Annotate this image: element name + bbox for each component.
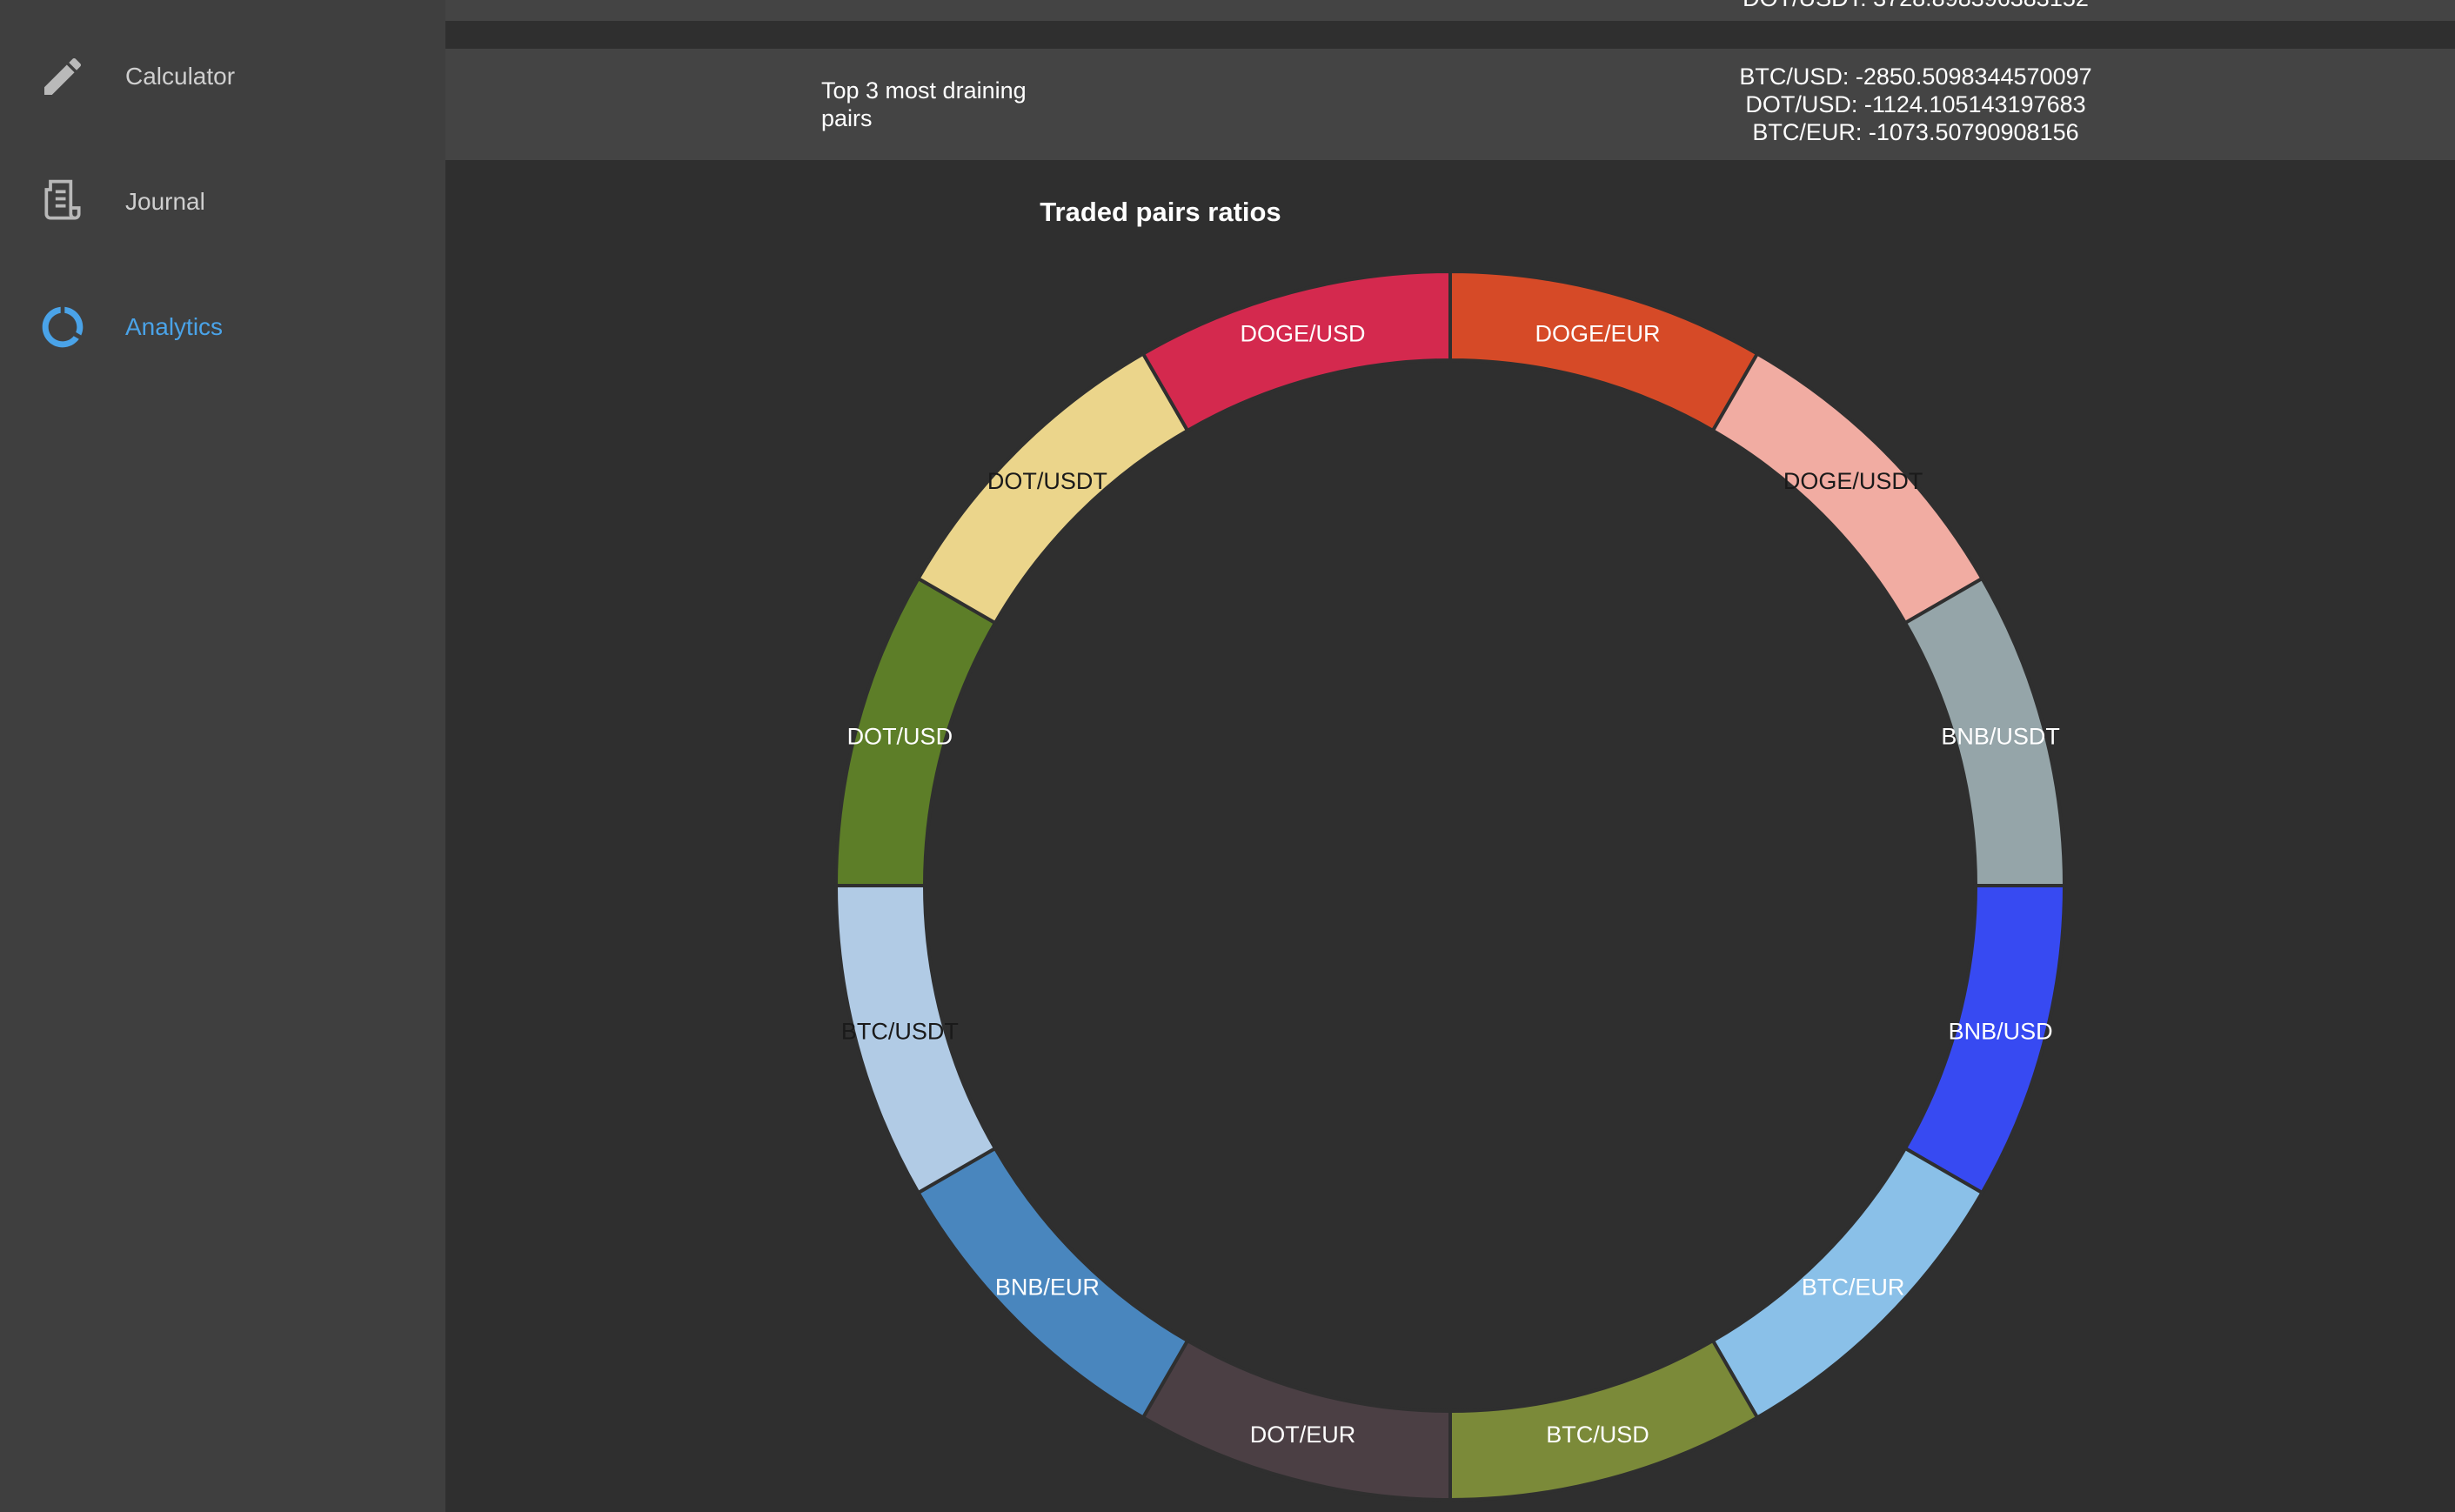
slice-label: BTC/USD	[1546, 1422, 1649, 1448]
top3-value: DOT/USD: -1124.105143197683	[1745, 91, 2086, 117]
top3-value: BTC/EUR: -1073.50790908156	[1752, 119, 2079, 145]
slice-label: BNB/USDT	[1941, 724, 2060, 750]
receipt-icon	[44, 179, 81, 220]
traded-pairs-donut-chart: DOGE/EUR DOGE/USDT BNB/USDT BNB/USD BTC/EUR B…	[833, 269, 2067, 1502]
slice-label: DOGE/EUR	[1535, 320, 1661, 346]
slice-label: DOGE/USDT	[1783, 468, 1923, 494]
sidebar-item-label: Analytics	[125, 313, 224, 340]
top3-values: BTC/USD: -2850.5098344570097 DOT/USD: -1…	[1707, 63, 2124, 146]
pie-slice-btc-usd[interactable]	[1448, 1338, 1760, 1502]
slice-label: DOT/EUR	[1250, 1422, 1356, 1448]
slice-label: BTC/USDT	[841, 1019, 959, 1045]
table-row-top3-draining: Top 3 most draining pairs BTC/USD: -2850…	[445, 49, 2455, 160]
previous-row-value: DOT/USDT: 3728.898396383152	[1707, 0, 2124, 12]
top3-value: BTC/USD: -2850.5098344570097	[1739, 64, 2092, 90]
donut-icon	[42, 306, 84, 348]
slice-label: BTC/EUR	[1802, 1274, 1905, 1300]
pie-slice-dot-eur[interactable]	[1141, 1338, 1452, 1502]
slice-label: DOT/USD	[847, 724, 953, 750]
slice-label: DOGE/USD	[1240, 320, 1365, 346]
sidebar-item-journal[interactable]: Journal	[0, 158, 445, 245]
analytics-panel: DOT/USDT: 3728.898396383152 Top 3 most d…	[445, 0, 2455, 1512]
sidebar-item-label: Calculator	[125, 63, 236, 90]
chart-title: Traded pairs ratios	[1040, 197, 1281, 227]
top3-label: Top 3 most draining pairs	[821, 77, 1027, 131]
pie-slice-doge-usd[interactable]	[1141, 269, 1452, 433]
sidebar: Calculator Journal Analytics	[0, 0, 445, 1512]
slice-label: DOT/USDT	[987, 468, 1107, 494]
sidebar-item-analytics[interactable]: Analytics	[0, 284, 445, 371]
slice-label: BNB/EUR	[995, 1274, 1100, 1300]
table-row: DOT/USDT: 3728.898396383152	[445, 0, 2455, 21]
sidebar-item-label: Journal	[125, 188, 205, 215]
pie-slice-doge-eur[interactable]	[1448, 269, 1760, 433]
row-divider	[445, 21, 2455, 49]
sidebar-item-calculator[interactable]: Calculator	[0, 33, 445, 120]
pencil-icon	[44, 57, 82, 95]
slice-label: BNB/USD	[1949, 1019, 2053, 1045]
